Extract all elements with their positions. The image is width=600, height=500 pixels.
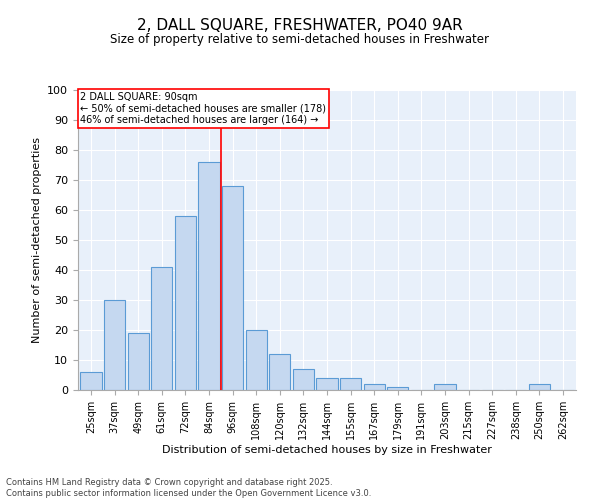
Bar <box>340 378 361 390</box>
Bar <box>104 300 125 390</box>
Bar <box>128 333 149 390</box>
Text: 2, DALL SQUARE, FRESHWATER, PO40 9AR: 2, DALL SQUARE, FRESHWATER, PO40 9AR <box>137 18 463 32</box>
Bar <box>529 384 550 390</box>
Bar <box>222 186 243 390</box>
Text: Contains HM Land Registry data © Crown copyright and database right 2025.
Contai: Contains HM Land Registry data © Crown c… <box>6 478 371 498</box>
X-axis label: Distribution of semi-detached houses by size in Freshwater: Distribution of semi-detached houses by … <box>162 445 492 455</box>
Bar <box>269 354 290 390</box>
Bar <box>175 216 196 390</box>
Bar <box>434 384 455 390</box>
Bar <box>387 387 409 390</box>
Bar <box>293 369 314 390</box>
Bar <box>199 162 220 390</box>
Text: 2 DALL SQUARE: 90sqm
← 50% of semi-detached houses are smaller (178)
46% of semi: 2 DALL SQUARE: 90sqm ← 50% of semi-detac… <box>80 92 326 124</box>
Bar <box>151 267 172 390</box>
Bar <box>316 378 338 390</box>
Bar <box>364 384 385 390</box>
Bar <box>80 372 101 390</box>
Text: Size of property relative to semi-detached houses in Freshwater: Size of property relative to semi-detach… <box>110 32 490 46</box>
Bar <box>245 330 267 390</box>
Y-axis label: Number of semi-detached properties: Number of semi-detached properties <box>32 137 42 343</box>
